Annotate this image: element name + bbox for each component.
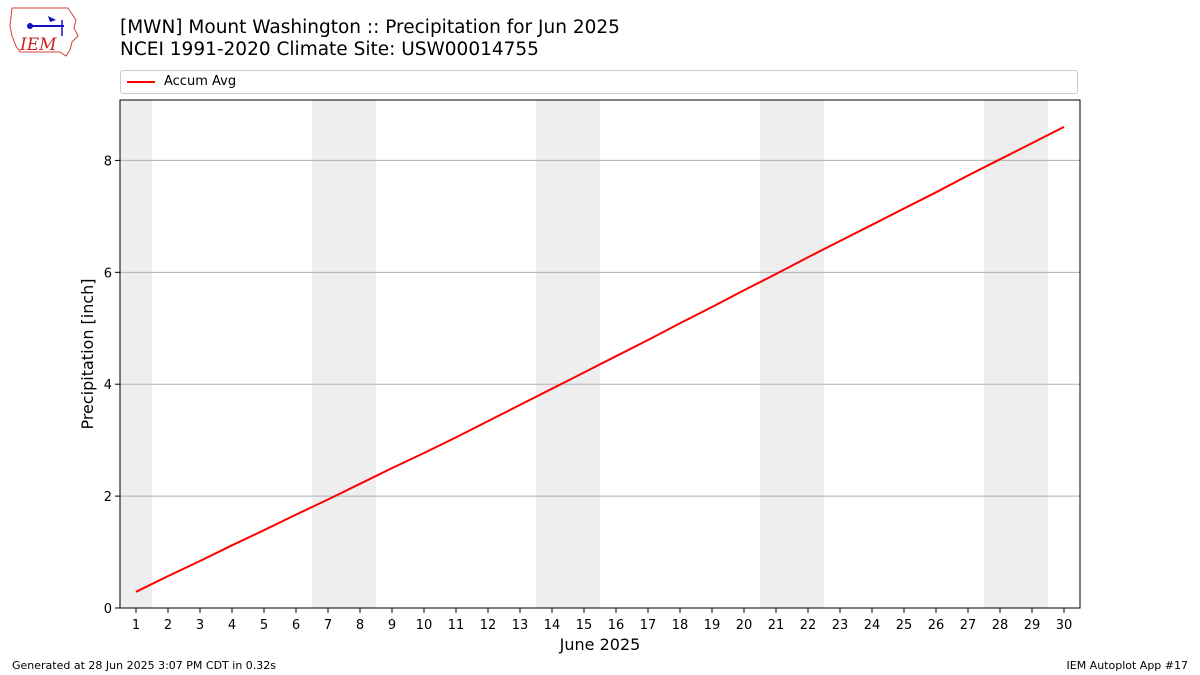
x-tick-label: 22: [800, 618, 817, 633]
x-tick-label: 14: [544, 618, 561, 633]
y-tick-label: 6: [104, 266, 112, 281]
x-tick-label: 25: [896, 618, 913, 633]
x-tick-label: 30: [1056, 618, 1073, 633]
x-tick-label: 19: [704, 618, 721, 633]
x-tick-label: 29: [1024, 618, 1041, 633]
weekend-band: [984, 100, 1048, 608]
x-tick-label: 28: [992, 618, 1009, 633]
x-tick-label: 12: [480, 618, 497, 633]
legend-label: Accum Avg: [164, 74, 237, 89]
logo-text: IEM: [19, 35, 57, 55]
x-tick-label: 23: [832, 618, 849, 633]
x-tick-label: 2: [164, 618, 172, 633]
x-tick-label: 5: [260, 618, 268, 633]
footer-app: IEM Autoplot App #17: [1066, 659, 1189, 672]
x-tick-label: 17: [640, 618, 657, 633]
x-tick-label: 26: [928, 618, 945, 633]
title-line-2: NCEI 1991-2020 Climate Site: USW00014755: [120, 39, 539, 60]
x-tick-label: 4: [228, 618, 236, 633]
x-tick-label: 7: [324, 618, 332, 633]
x-tick-label: 3: [196, 618, 204, 633]
weekend-band: [312, 100, 376, 608]
x-tick-label: 18: [672, 618, 689, 633]
y-tick-label: 0: [104, 602, 112, 617]
series-line-accum-avg: [135, 126, 1065, 593]
y-tick-label: 8: [104, 154, 112, 169]
x-tick-label: 24: [864, 618, 881, 633]
x-tick-label: 6: [292, 618, 300, 633]
x-tick-label: 16: [608, 618, 625, 633]
x-tick-label: 27: [960, 618, 977, 633]
y-tick-label: 2: [104, 490, 112, 505]
legend: Accum Avg: [120, 70, 1078, 94]
chart-title: [MWN] Mount Washington :: Precipitation …: [120, 17, 620, 61]
title-line-1: [MWN] Mount Washington :: Precipitation …: [120, 17, 620, 38]
y-axis-label: Precipitation [inch]: [78, 278, 97, 429]
iem-logo: IEM: [9, 7, 79, 57]
footer-generated: Generated at 28 Jun 2025 3:07 PM CDT in …: [12, 659, 277, 672]
x-tick-label: 20: [736, 618, 753, 633]
weekend-band: [536, 100, 600, 608]
x-tick-label: 8: [356, 618, 364, 633]
y-tick-label: 4: [104, 378, 112, 393]
x-tick-label: 21: [768, 618, 785, 633]
x-tick-label: 10: [416, 618, 433, 633]
x-tick-label: 9: [388, 618, 396, 633]
x-tick-label: 13: [512, 618, 529, 633]
weekend-band: [760, 100, 824, 608]
x-axis-label: June 2025: [559, 635, 641, 654]
x-tick-label: 11: [448, 618, 465, 633]
weekend-band: [120, 100, 152, 608]
legend-line-swatch: [127, 81, 155, 83]
plot-frame: [119, 99, 1081, 609]
x-tick-label: 15: [576, 618, 593, 633]
x-tick-label: 1: [132, 618, 140, 633]
